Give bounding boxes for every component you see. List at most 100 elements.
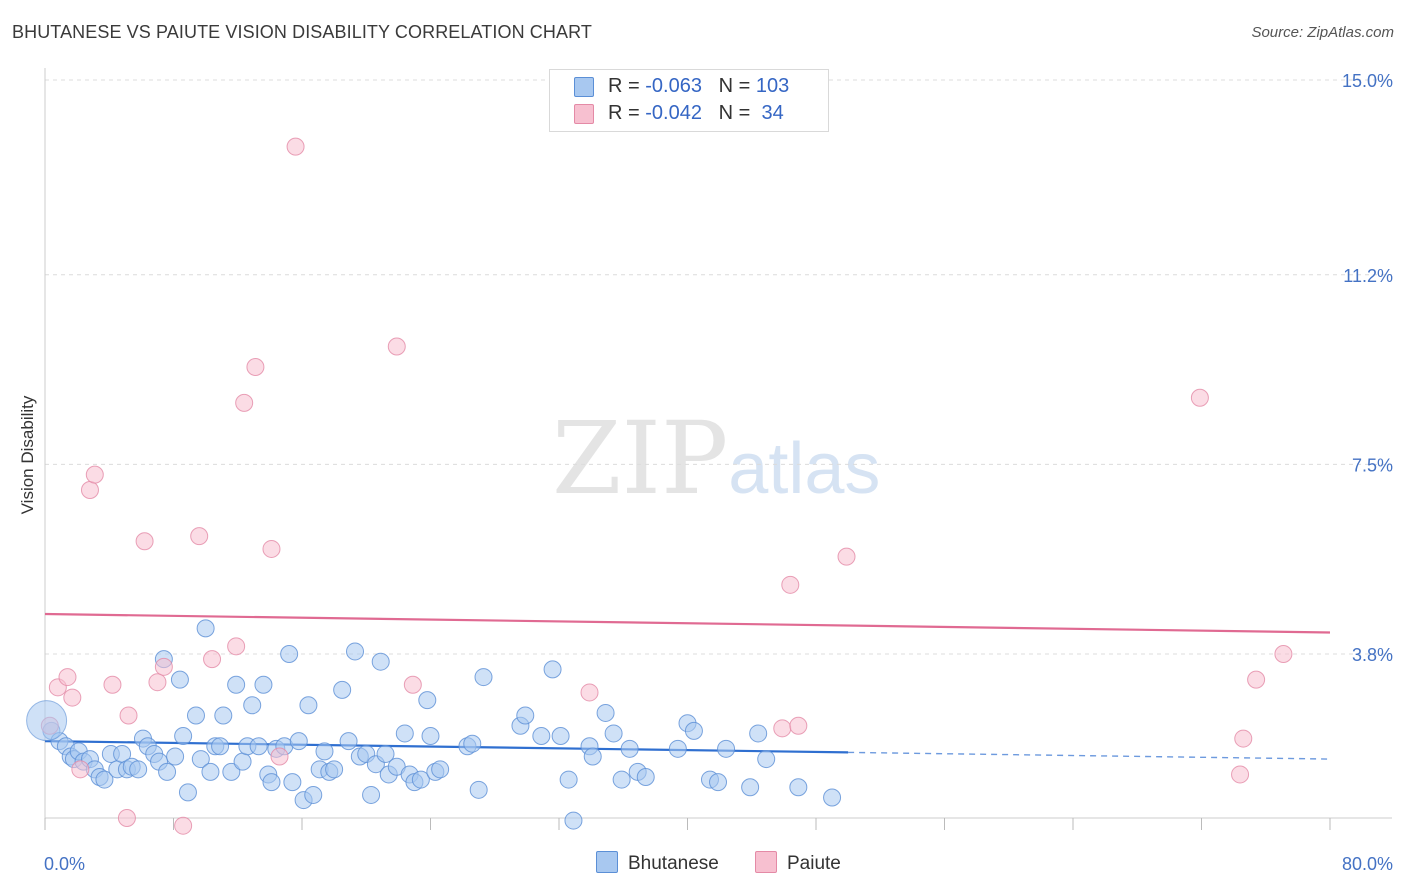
- data-point: [333, 680, 352, 699]
- data-point: [346, 642, 365, 661]
- data-point: [186, 706, 205, 725]
- data-point: [170, 670, 189, 689]
- data-point: [117, 809, 136, 827]
- data-point: [559, 770, 578, 789]
- data-point: [636, 768, 655, 786]
- data-point: [532, 727, 551, 745]
- data-point: [85, 465, 104, 484]
- y-tick-label: 11.2%: [1343, 266, 1393, 286]
- chart-title: BHUTANESE VS PAIUTE VISION DISABILITY CO…: [12, 22, 592, 42]
- y-tick-label: 7.5%: [1352, 455, 1393, 475]
- series-bhutanese: [42, 619, 842, 830]
- data-point: [119, 706, 138, 725]
- data-point: [196, 619, 215, 638]
- data-point: [580, 683, 599, 702]
- data-point: [191, 750, 210, 769]
- data-points: [26, 137, 1293, 835]
- data-point: [781, 575, 800, 594]
- data-point: [243, 696, 262, 715]
- data-point: [289, 732, 308, 751]
- data-point: [1274, 645, 1293, 663]
- x-tick-label: 0.0%: [44, 854, 85, 874]
- legend-swatch-paiute: [574, 104, 594, 124]
- data-point: [551, 727, 570, 745]
- data-point: [684, 721, 703, 740]
- legend-item-bhutanese[interactable]: Bhutanese: [596, 851, 719, 875]
- data-point: [203, 650, 222, 669]
- data-point: [709, 773, 728, 792]
- data-point: [315, 742, 334, 761]
- data-point: [411, 770, 430, 789]
- y-tick-label: 15.0%: [1342, 71, 1393, 91]
- data-point: [299, 696, 318, 715]
- data-point: [103, 675, 122, 694]
- data-point: [249, 737, 268, 756]
- data-point: [421, 727, 440, 745]
- data-point: [620, 739, 639, 758]
- data-point: [371, 652, 390, 671]
- data-point: [304, 785, 323, 804]
- data-point: [469, 780, 488, 799]
- watermark-atlas: atlas: [728, 429, 881, 509]
- data-point: [63, 688, 82, 707]
- data-point: [80, 481, 99, 499]
- data-point: [58, 668, 77, 687]
- data-point: [741, 778, 760, 797]
- data-point: [543, 660, 562, 679]
- data-point: [516, 706, 535, 725]
- data-point: [789, 778, 808, 797]
- data-point: [178, 783, 197, 802]
- data-point: [129, 760, 148, 779]
- data-point: [262, 539, 281, 558]
- data-point: [201, 762, 220, 781]
- legend-item-paiute[interactable]: Paiute: [755, 851, 841, 875]
- data-point: [227, 675, 246, 694]
- data-point: [612, 770, 631, 789]
- data-point: [280, 645, 299, 663]
- legend-n-value: 103: [755, 75, 790, 97]
- legend-n-label: N =: [718, 102, 756, 124]
- legend-label-bhutanese: Bhutanese: [628, 853, 719, 874]
- data-point: [154, 657, 173, 676]
- legend-r-label: R =: [608, 102, 646, 124]
- data-point: [403, 675, 422, 694]
- correlation-legend: R = -0.063 N = 103 R = -0.042 N = 34: [549, 69, 829, 132]
- data-point: [71, 760, 90, 779]
- legend-n-value: 34: [755, 102, 784, 124]
- data-point: [789, 716, 808, 735]
- trend-line-paiute: [44, 612, 1331, 634]
- data-point: [286, 137, 305, 156]
- data-point: [135, 532, 154, 551]
- data-point: [376, 744, 395, 763]
- watermark-zip: ZIP: [552, 400, 729, 517]
- data-point: [596, 703, 615, 722]
- legend-swatch-paiute: [755, 851, 777, 873]
- data-point: [837, 547, 856, 566]
- data-point: [233, 752, 252, 771]
- data-point: [387, 337, 406, 356]
- data-point: [362, 785, 381, 804]
- watermark: ZIPatlas: [552, 400, 880, 517]
- data-point: [773, 719, 792, 738]
- data-point: [270, 747, 289, 766]
- data-point: [214, 706, 233, 725]
- data-point: [148, 673, 167, 692]
- legend-row-paiute: R = -0.042 N = 34: [574, 102, 784, 126]
- data-point: [166, 747, 185, 766]
- x-tick-label: 80.0%: [1342, 854, 1393, 874]
- data-point: [227, 637, 246, 656]
- data-point: [325, 760, 344, 779]
- data-point: [95, 770, 114, 789]
- data-point: [339, 732, 358, 751]
- data-point: [211, 737, 230, 756]
- data-point: [254, 675, 273, 694]
- legend-r-label: R =: [608, 75, 646, 97]
- axes: [44, 68, 1392, 830]
- data-point: [246, 358, 265, 376]
- data-point: [262, 773, 281, 792]
- data-point: [418, 691, 437, 710]
- legend-swatch-bhutanese: [574, 77, 594, 97]
- data-point: [668, 739, 687, 758]
- data-point: [235, 393, 254, 412]
